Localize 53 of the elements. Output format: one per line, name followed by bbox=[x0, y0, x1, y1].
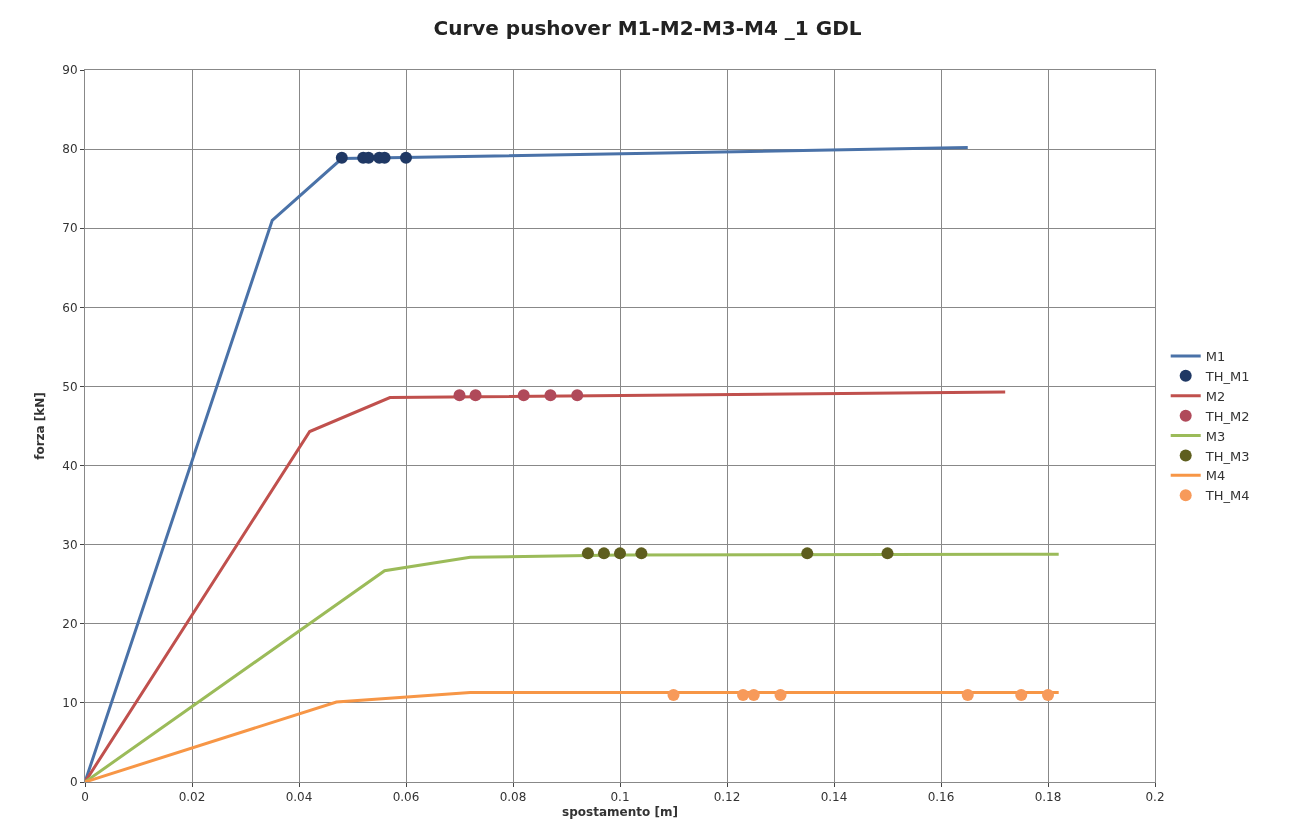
point bbox=[961, 688, 974, 701]
y-tick-label: 70 bbox=[62, 221, 78, 236]
point bbox=[737, 688, 750, 701]
point bbox=[453, 389, 466, 402]
y-tick-label: 80 bbox=[62, 142, 78, 157]
point bbox=[747, 688, 760, 701]
point bbox=[614, 547, 626, 560]
y-tick-label: 20 bbox=[62, 616, 78, 631]
x-tick-label: 0.12 bbox=[713, 790, 741, 805]
y-tick-label: 60 bbox=[62, 300, 78, 315]
point bbox=[517, 389, 530, 402]
point bbox=[1042, 688, 1054, 701]
point bbox=[571, 389, 584, 402]
y-tick-label: 50 bbox=[62, 379, 78, 394]
legend-label: M3 bbox=[1205, 428, 1226, 444]
point bbox=[597, 547, 610, 560]
legend-label: TH_M2 bbox=[1204, 408, 1250, 424]
point bbox=[881, 547, 894, 560]
y-tick-label: 40 bbox=[62, 458, 78, 473]
point bbox=[667, 688, 680, 701]
x-tick-label: 0.02 bbox=[178, 790, 206, 805]
x-tick-label: 0 bbox=[81, 790, 89, 805]
line-series bbox=[85, 390, 1007, 782]
point bbox=[635, 547, 648, 560]
point bbox=[581, 547, 594, 560]
legend-label: M2 bbox=[1205, 388, 1226, 404]
point bbox=[544, 389, 557, 402]
y-tick-label: 10 bbox=[62, 696, 78, 711]
point bbox=[335, 151, 348, 164]
x-tick-label: 0.16 bbox=[927, 790, 955, 805]
x-tick-label: 0.18 bbox=[1034, 790, 1062, 805]
x-tick-label: 0.1 bbox=[610, 790, 630, 805]
y-axis-title: forza [kN] bbox=[32, 392, 47, 460]
point bbox=[801, 547, 814, 560]
legend-label: M4 bbox=[1205, 468, 1226, 484]
x-tick-label: 0.2 bbox=[1145, 790, 1165, 805]
point bbox=[1015, 688, 1028, 701]
legend-label: M1 bbox=[1205, 349, 1226, 365]
y-tick-label: 0 bbox=[69, 775, 78, 790]
x-tick-label: 0.06 bbox=[392, 790, 420, 805]
x-tick-label: 0.04 bbox=[285, 790, 313, 805]
y-tick-label: 30 bbox=[62, 537, 78, 552]
y-tick-label: 90 bbox=[62, 63, 78, 78]
x-tick-label: 0.14 bbox=[820, 790, 848, 805]
point bbox=[469, 389, 482, 402]
legend-label: TH_M1 bbox=[1204, 368, 1250, 384]
legend-label: TH_M3 bbox=[1204, 448, 1250, 464]
point bbox=[400, 151, 412, 164]
x-tick-label: 0.08 bbox=[499, 790, 527, 805]
point bbox=[774, 688, 787, 701]
x-axis-title: spostamento [m] bbox=[562, 805, 678, 820]
chart-title: Curve pushover M1-M2-M3-M4 _1 GDL bbox=[433, 15, 862, 40]
legend-label: TH_M4 bbox=[1204, 488, 1250, 504]
